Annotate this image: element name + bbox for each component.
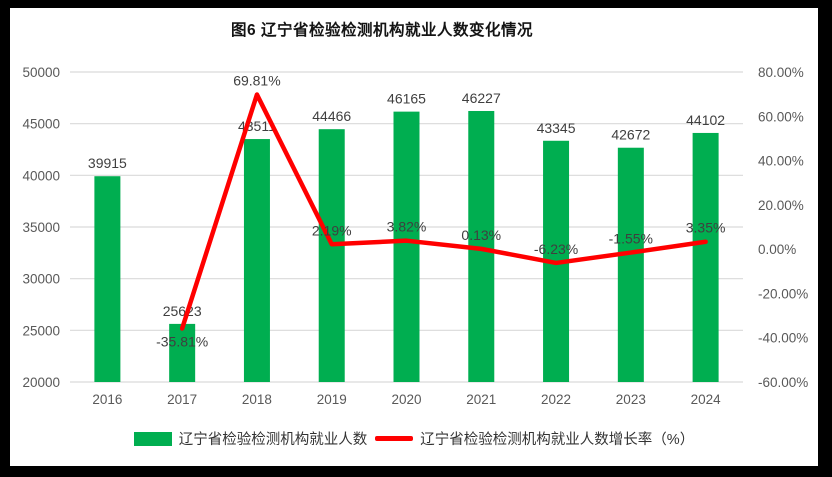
y-axis-left-tick: 20000 bbox=[22, 375, 60, 390]
y-axis-left-tick: 45000 bbox=[22, 117, 60, 132]
bar-label: 46227 bbox=[462, 90, 501, 106]
chart-title: 图6 辽宁省检验检测机构就业人数变化情况 bbox=[231, 22, 533, 39]
y-axis-right-tick: 20.00% bbox=[758, 198, 804, 213]
chart-svg: 50000 45000 40000 35000 30000 25000 20000 80.00… bbox=[22, 65, 808, 407]
legend-label-employment: 辽宁省检验检测机构就业人数 bbox=[178, 432, 368, 448]
y-axis-left-tick: 50000 bbox=[22, 65, 60, 80]
y-axis-left-tick: 35000 bbox=[22, 220, 60, 235]
x-axis-label: 2018 bbox=[242, 392, 272, 407]
bar-label: 25623 bbox=[163, 303, 202, 319]
bar-label: 44466 bbox=[312, 108, 351, 124]
y-axis-left-tick: 40000 bbox=[22, 168, 60, 183]
y-axis-right-tick: 80.00% bbox=[758, 65, 804, 80]
x-axis-label: 2016 bbox=[92, 392, 122, 407]
bar-label: 39915 bbox=[88, 155, 127, 171]
x-axis-label: 2024 bbox=[691, 392, 722, 407]
line-label: 2.19% bbox=[312, 222, 352, 238]
y-axis-right-tick: 0.00% bbox=[758, 242, 796, 257]
bar-2020 bbox=[393, 111, 420, 383]
line-label: -35.81% bbox=[156, 333, 208, 349]
x-axis-label: 2017 bbox=[167, 392, 197, 407]
bar-2016 bbox=[94, 176, 121, 382]
bar-label: 42672 bbox=[611, 127, 650, 143]
x-axis-label: 2020 bbox=[391, 392, 421, 407]
line-label: 3.82% bbox=[387, 219, 427, 235]
line-label: 3.35% bbox=[686, 220, 726, 236]
y-axis-left-tick: 25000 bbox=[22, 323, 60, 338]
x-axis-label: 2021 bbox=[466, 392, 496, 407]
bar-label: 44102 bbox=[686, 112, 725, 128]
line-label: 0.13% bbox=[461, 227, 501, 243]
bar-2017 bbox=[169, 323, 196, 382]
legend-item-growth-rate: 辽宁省检验检测机构就业人数增长率（%） bbox=[369, 428, 694, 449]
legend-item-employment: 辽宁省检验检测机构就业人数 bbox=[133, 428, 368, 449]
x-axis-label: 2023 bbox=[616, 392, 646, 407]
y-axis-right-tick: -20.00% bbox=[758, 286, 808, 301]
line-label: 69.81% bbox=[233, 73, 280, 89]
trend-line bbox=[179, 92, 708, 331]
bar-2018 bbox=[243, 139, 270, 382]
legend-line-swatch-icon bbox=[375, 436, 414, 441]
line-label: -6.23% bbox=[534, 241, 578, 257]
x-axis-label: 2019 bbox=[317, 392, 347, 407]
bar-2019 bbox=[318, 129, 345, 382]
y-axis-right-tick: 60.00% bbox=[758, 109, 804, 124]
y-axis-right-tick: 40.00% bbox=[758, 154, 804, 169]
chart-canvas: 图6 辽宁省检验检测机构就业人数变化情况 50000 45000 40000 3500… bbox=[10, 8, 818, 466]
y-axis-right-tick: -60.00% bbox=[758, 375, 808, 390]
legend-label-growth-rate: 辽宁省检验检测机构就业人数增长率（%） bbox=[420, 432, 695, 448]
x-axis-label: 2022 bbox=[541, 392, 571, 407]
legend: 辽宁省检验检测机构就业人数 辽宁省检验检测机构就业人数增长率（%） bbox=[10, 428, 818, 449]
bar-2023 bbox=[617, 147, 644, 382]
bar-label: 46165 bbox=[387, 91, 426, 107]
y-axis-right-tick: -40.00% bbox=[758, 331, 808, 346]
bar-2024 bbox=[692, 132, 719, 382]
bar-label: 43345 bbox=[537, 120, 576, 136]
legend-bar-swatch-icon bbox=[133, 431, 172, 446]
line-label: -1.55% bbox=[609, 231, 653, 247]
y-axis-left-tick: 30000 bbox=[22, 272, 60, 287]
